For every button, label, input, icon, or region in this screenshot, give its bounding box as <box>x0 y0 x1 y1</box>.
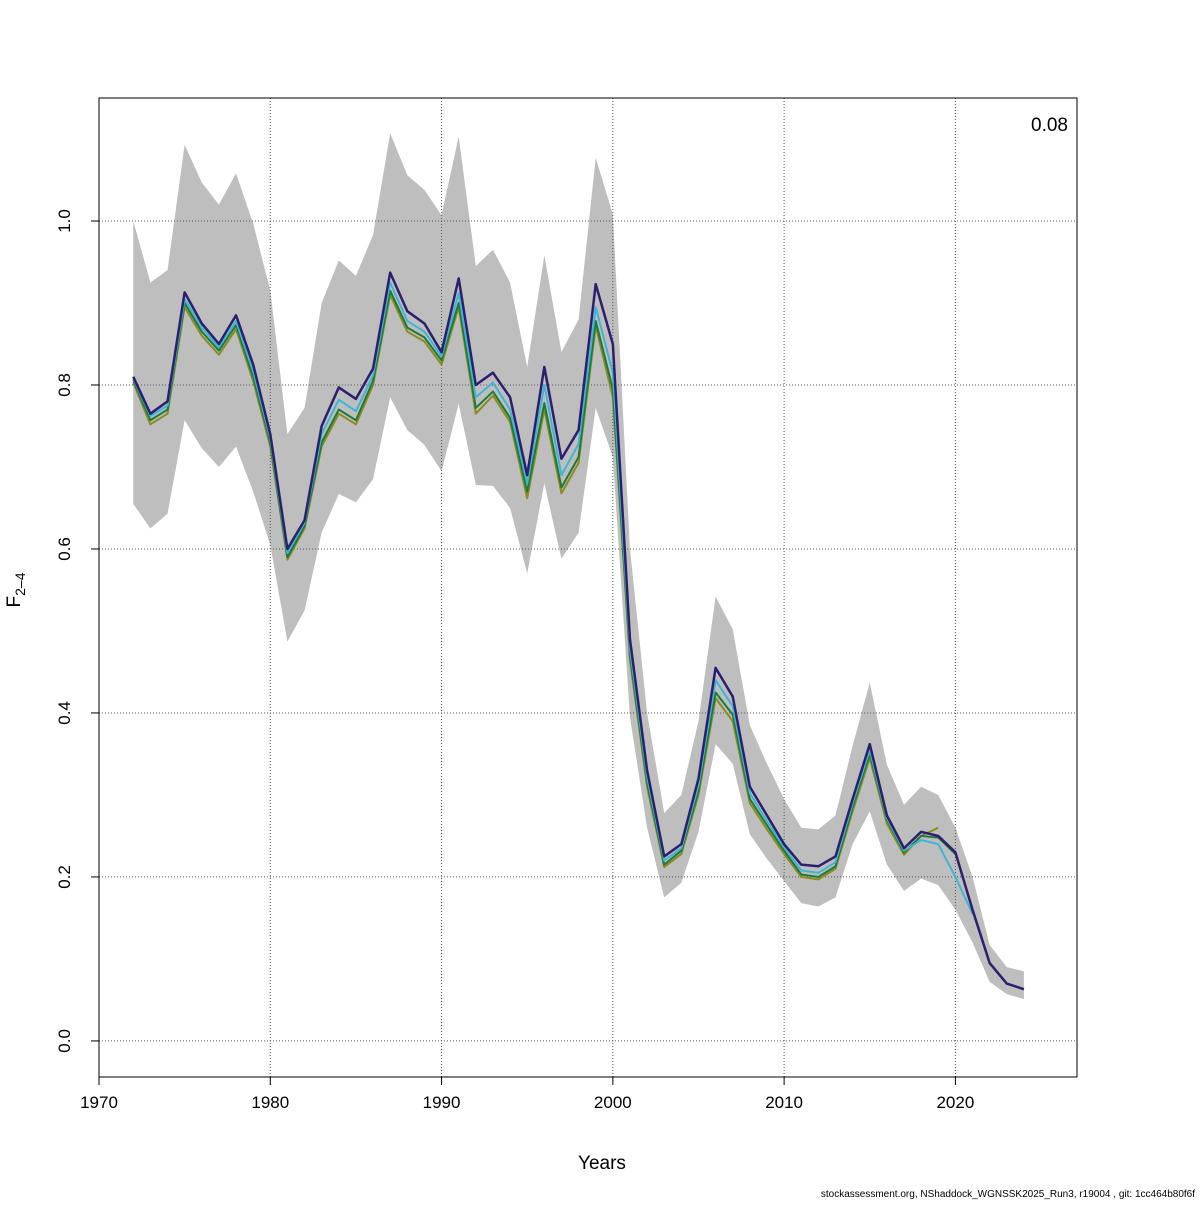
series-line <box>132 271 1025 991</box>
y-axis-label: F2–4 <box>4 572 28 607</box>
x-tick-label: 1990 <box>423 1093 461 1112</box>
x-tick-label: 1970 <box>80 1093 118 1112</box>
series-line <box>132 293 939 881</box>
confidence-band <box>133 133 1024 1000</box>
y-tick-label: 0.4 <box>55 701 74 725</box>
y-tick-label: 0.2 <box>55 865 74 889</box>
annotation: 0.08 <box>1031 115 1068 136</box>
footer: stockassessment.org, NShaddock_WGNSSK202… <box>821 1189 1195 1200</box>
y-tick-label: 0.0 <box>55 1029 74 1053</box>
x-tick-label: 2000 <box>594 1093 632 1112</box>
y-tick-label: 1.0 <box>55 209 74 233</box>
x-axis-label: Years <box>578 1153 626 1174</box>
x-tick-label: 2010 <box>765 1093 803 1112</box>
x-tick-label: 1980 <box>251 1093 289 1112</box>
y-label-sub: 2–4 <box>12 572 28 596</box>
x-tick-label: 2020 <box>936 1093 974 1112</box>
y-tick-label: 0.6 <box>55 537 74 561</box>
y-label-main: F <box>4 596 25 608</box>
y-tick-label: 0.8 <box>55 373 74 397</box>
